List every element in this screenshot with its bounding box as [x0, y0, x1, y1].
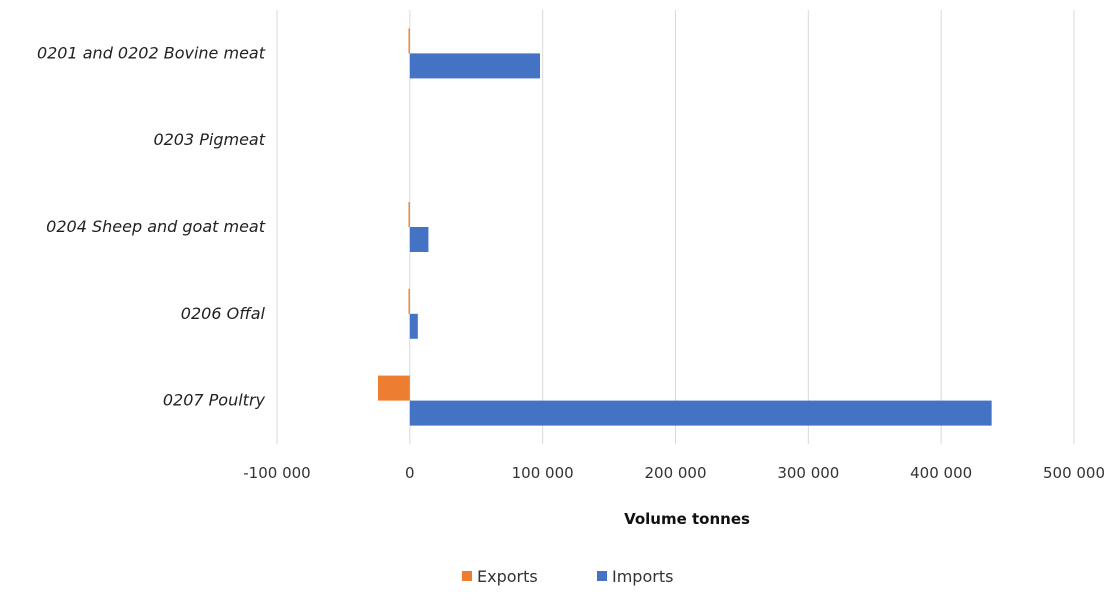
category-label: 0206 Offal — [181, 304, 266, 323]
x-tick-label: 0 — [405, 464, 415, 482]
x-tick-label: 300 000 — [777, 464, 839, 482]
legend-swatch-exports — [462, 571, 472, 581]
x-tick-label: 200 000 — [644, 464, 706, 482]
x-tick-label: 400 000 — [910, 464, 972, 482]
x-axis-title: Volume tonnes — [624, 510, 750, 528]
category-label: 0201 and 0202 Bovine meat — [37, 43, 266, 62]
legend-swatch-imports — [597, 571, 607, 581]
bar-exports-4 — [377, 375, 410, 401]
x-tick-label: 100 000 — [512, 464, 574, 482]
x-tick-label: -100 000 — [243, 464, 310, 482]
bar-imports-3 — [409, 313, 418, 339]
category-label: 0203 Pigmeat — [153, 130, 265, 149]
bars — [377, 28, 992, 426]
category-labels: 0201 and 0202 Bovine meat 0203 Pigmeat 020… — [37, 43, 266, 409]
category-label: 0207 Poultry — [163, 391, 266, 410]
legend-label-imports: Imports — [612, 567, 673, 586]
bar-imports-2 — [409, 227, 429, 252]
bar-exports-0 — [408, 28, 410, 54]
legend: Exports Imports — [462, 567, 673, 586]
gridlines — [276, 10, 1075, 444]
bar-exports-2 — [408, 202, 410, 227]
bar-exports-3 — [408, 288, 410, 314]
bar-imports-0 — [409, 53, 541, 79]
x-axis-tick-labels: -100 000 0 100 000 200 000 300 000 400 000 500… — [243, 464, 1105, 482]
bar-imports-4 — [409, 400, 992, 426]
legend-label-exports: Exports — [477, 567, 538, 586]
category-label: 0204 Sheep and goat meat — [46, 217, 266, 236]
x-tick-label: 500 000 — [1043, 464, 1105, 482]
